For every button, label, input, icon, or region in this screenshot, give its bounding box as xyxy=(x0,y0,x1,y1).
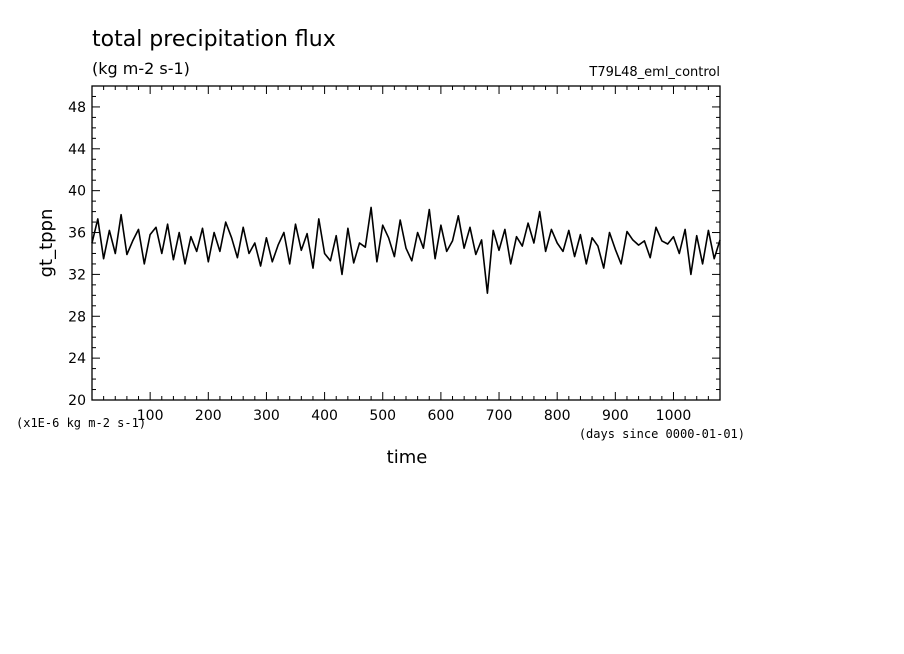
x-axis-label: time xyxy=(387,447,428,468)
axis-ticks xyxy=(92,86,720,400)
x-tick-label: 1000 xyxy=(656,408,692,424)
y-tick-label: 20 xyxy=(68,393,86,409)
chart-title: total precipitation flux xyxy=(92,27,336,52)
plot-frame xyxy=(91,85,721,401)
series-line xyxy=(91,206,721,294)
chart-subtitle: (kg m-2 s-1) xyxy=(92,59,190,78)
x-tick-labels: 100 200 300 400 500 600 700 800 900 1000 xyxy=(137,408,692,424)
y-tick-label: 44 xyxy=(68,142,86,158)
y-tick-label: 24 xyxy=(68,351,86,367)
x-tick-label: 200 xyxy=(195,408,222,424)
x-tick-label: 900 xyxy=(602,408,629,424)
x-tick-label: 400 xyxy=(311,408,338,424)
x-tick-label: 600 xyxy=(428,408,455,424)
y-tick-label: 40 xyxy=(68,184,86,200)
y-axis-label: gt_tppn xyxy=(36,209,57,278)
y-tick-labels: 20 24 28 32 36 40 44 48 xyxy=(68,100,86,409)
x-tick-label: 800 xyxy=(544,408,571,424)
y-tick-label: 36 xyxy=(68,226,86,242)
y-tick-label: 48 xyxy=(68,100,86,116)
y-tick-label: 32 xyxy=(68,267,86,283)
y-scale-note: (x1E-6 kg m-2 s-1) xyxy=(16,416,146,430)
run-label: T79L48_eml_control xyxy=(588,65,720,80)
x-units-label: (days since 0000-01-01) xyxy=(579,427,745,441)
y-tick-label: 28 xyxy=(68,309,86,325)
x-tick-label: 100 xyxy=(137,408,164,424)
x-tick-label: 700 xyxy=(486,408,513,424)
x-tick-label: 500 xyxy=(369,408,396,424)
x-tick-label: 300 xyxy=(253,408,280,424)
